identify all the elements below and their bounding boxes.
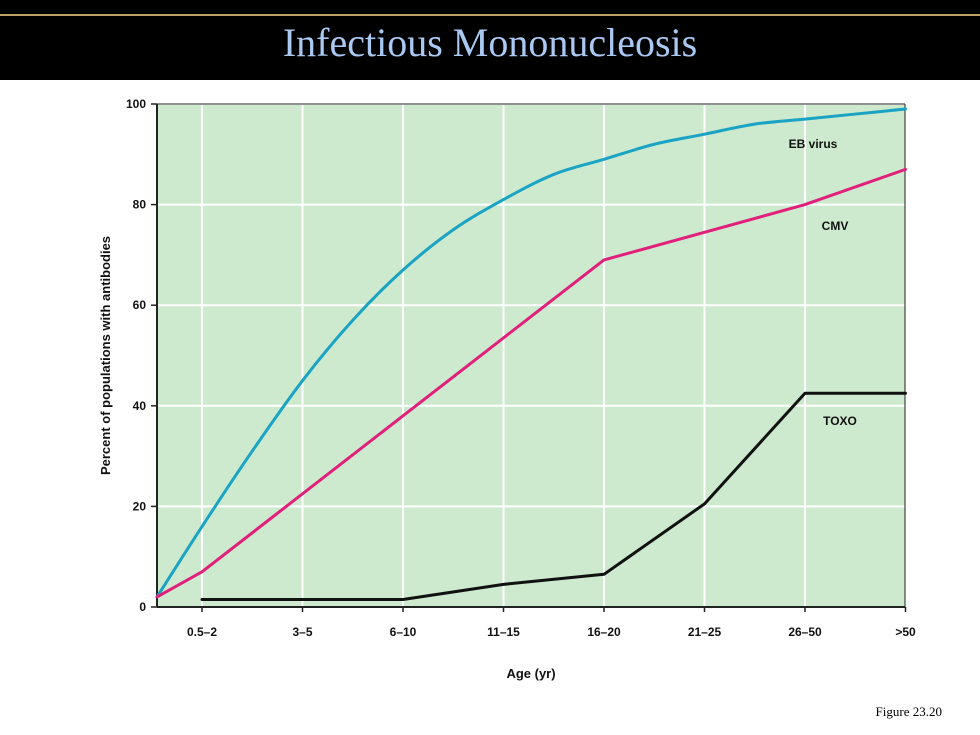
figure-caption: Figure 23.20	[875, 704, 942, 719]
title-rule	[0, 14, 980, 16]
y-axis-title: Percent of populations with antibodies	[98, 236, 113, 475]
x-tick-label: 3–5	[292, 625, 312, 639]
slide-title: Infectious Mononucleosis	[282, 20, 698, 65]
title-bar	[0, 0, 980, 80]
series-label-toxo: TOXO	[823, 414, 857, 428]
series-lines	[155, 107, 907, 601]
x-axis-title: Age (yr)	[506, 666, 555, 681]
y-tick-label: 100	[126, 97, 146, 111]
axes	[156, 103, 906, 608]
x-tick-label: 6–10	[390, 625, 417, 639]
x-tick-label: 0.5–2	[187, 625, 217, 639]
series-line-toxo	[200, 391, 907, 601]
series-line-eb-virus	[155, 107, 907, 599]
x-tick-label: 26–50	[788, 625, 822, 639]
x-tick-label: 16–20	[587, 625, 621, 639]
series-label-eb-virus: EB virus	[789, 137, 838, 151]
tick-labels: 0 20 40 60 80 100 0.5–2 3–5 6–10 11–15 16–20 21–25 2…	[126, 97, 916, 639]
y-tick-label: 0	[139, 600, 146, 614]
antibody-prevalence-chart: 0 20 40 60 80 100 0.5–2 3–5 6–10 11–15 16–20 21–25 2…	[98, 97, 916, 681]
x-tick-label: 11–15	[487, 625, 520, 639]
y-tick-label: 40	[133, 399, 147, 413]
y-tick-label: 20	[133, 499, 147, 513]
series-label-cmv: CMV	[822, 219, 849, 233]
series-labels: EB virus CMV TOXO	[789, 137, 857, 428]
x-tick-label: 21–25	[688, 625, 722, 639]
x-tick-label: >50	[895, 625, 916, 639]
y-tick-label: 80	[133, 198, 147, 212]
series-line-cmv	[155, 167, 907, 599]
plot-area	[157, 104, 905, 607]
y-tick-label: 60	[133, 298, 147, 312]
